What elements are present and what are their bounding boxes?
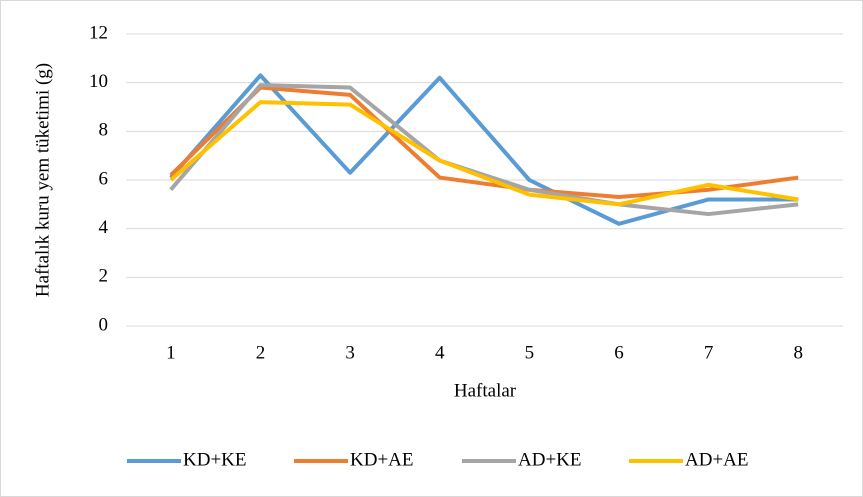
series-line — [169, 73, 799, 226]
x-tick-label: 3 — [345, 342, 355, 363]
legend-label: KD+AE — [350, 449, 414, 470]
y-tick-label: 0 — [99, 314, 109, 335]
y-tick-label: 4 — [99, 217, 109, 238]
x-tick-label: 8 — [793, 342, 803, 363]
y-axis-title: Haftalık kuru yem tüketimi (g) — [32, 63, 53, 297]
x-tick-label: 5 — [525, 342, 535, 363]
series-line — [169, 83, 799, 217]
series-line — [169, 100, 799, 207]
series-line — [169, 85, 799, 200]
x-tick-label: 7 — [704, 342, 714, 363]
legend-label: AD+KE — [518, 449, 582, 470]
legend-label: AD+AE — [685, 449, 749, 470]
legend-label: KD+KE — [183, 449, 247, 470]
y-tick-label: 12 — [89, 22, 108, 43]
x-tick-label: 2 — [256, 342, 266, 363]
y-tick-label: 6 — [99, 168, 109, 189]
x-tick-label: 1 — [166, 342, 176, 363]
x-tick-label: 6 — [614, 342, 624, 363]
y-tick-label: 10 — [89, 71, 108, 92]
y-tick-label: 2 — [99, 266, 109, 287]
x-tick-label: 4 — [435, 342, 445, 363]
y-tick-label: 8 — [99, 120, 109, 141]
x-axis-title: Haftalar — [454, 380, 517, 401]
